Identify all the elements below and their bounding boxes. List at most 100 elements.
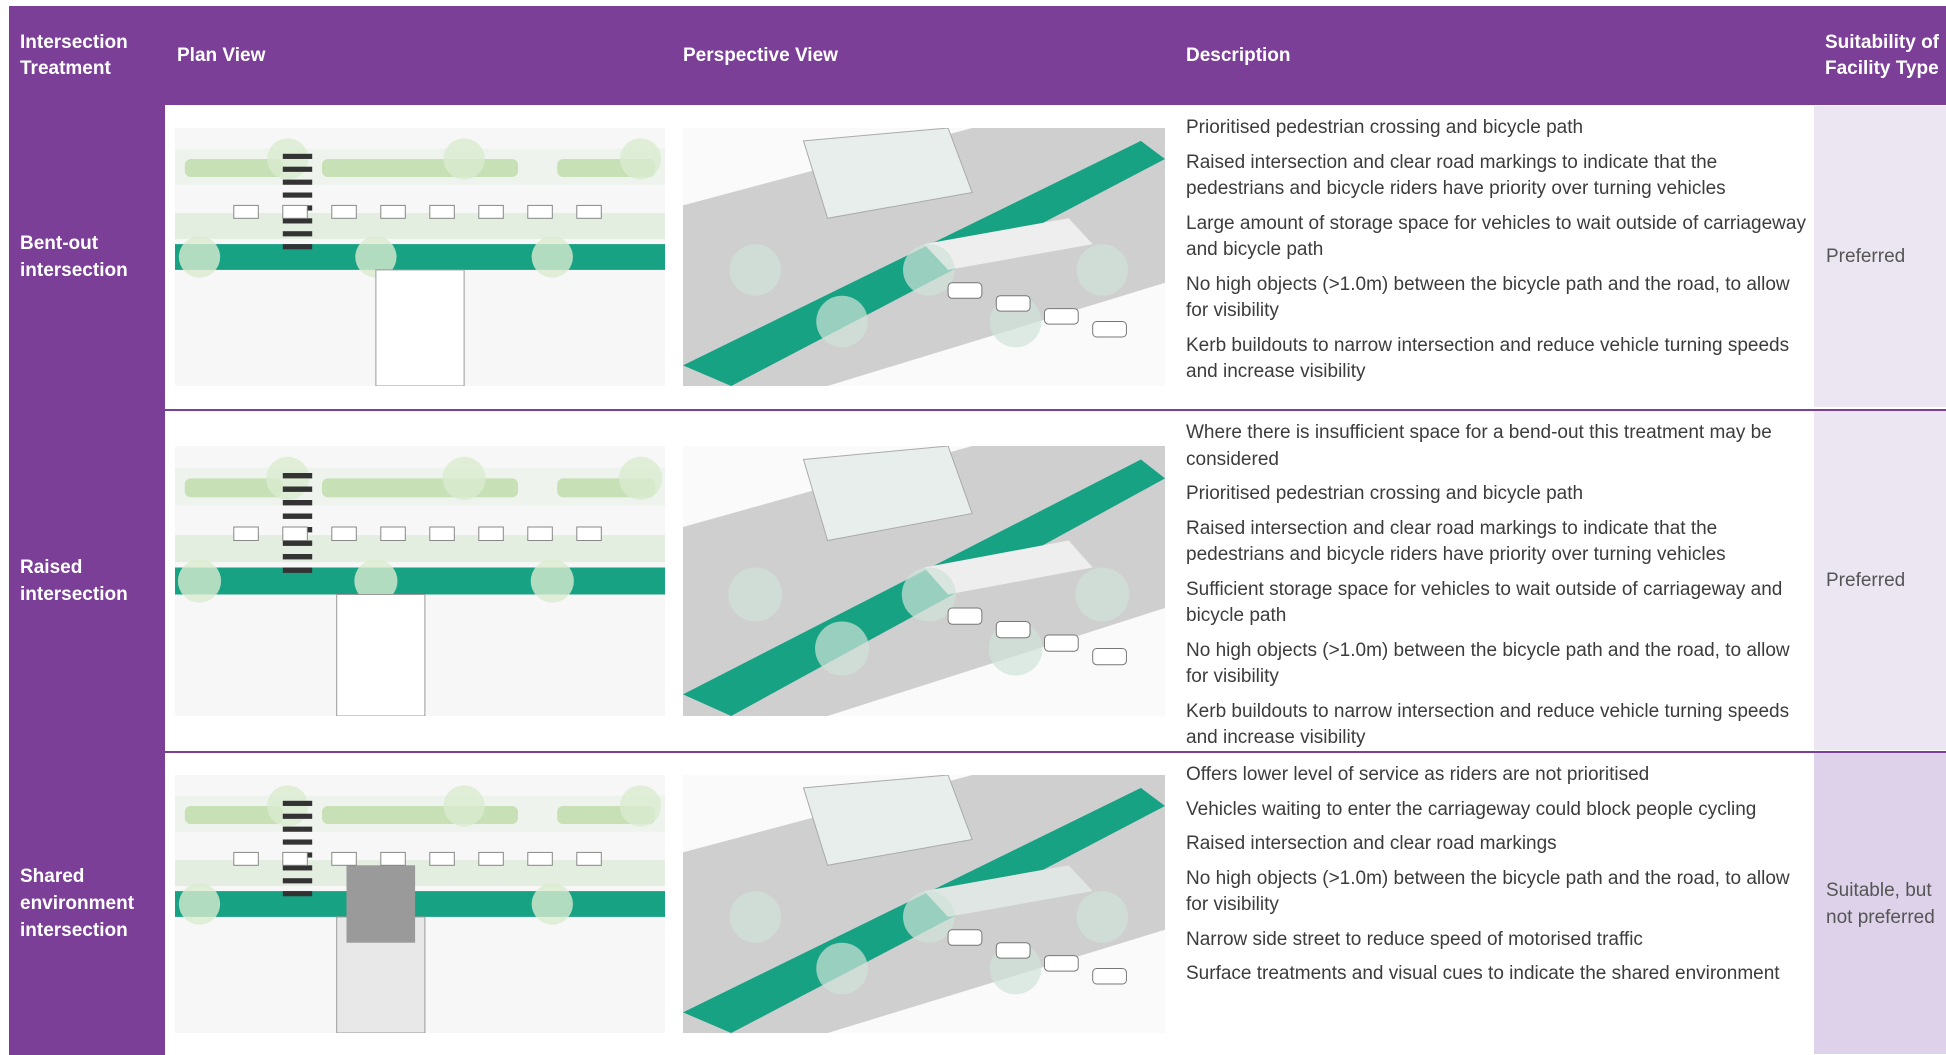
description-item: Large amount of storage space for vehicl… (1186, 212, 1806, 261)
shape (282, 472, 313, 478)
shape (947, 928, 983, 946)
shape (924, 217, 1093, 270)
treatment-cell: Raised intersection (20, 410, 160, 751)
description-item: Raised intersection and clear road marki… (1186, 517, 1726, 566)
shape (282, 166, 313, 172)
shape (1092, 967, 1127, 984)
shape (331, 204, 357, 219)
shape (375, 268, 465, 386)
column-header: Suitability of Facility Type (1825, 6, 1945, 105)
shape (282, 839, 313, 845)
shape (282, 192, 313, 198)
description-item: Vehicles waiting to enter the carriagewa… (1186, 798, 1757, 820)
shape (331, 526, 357, 541)
column-header: Perspective View (683, 6, 1083, 105)
treatment-cell: Bent-out intersection (20, 105, 160, 408)
shape (901, 567, 956, 621)
description-item: No high objects (>1.0m) between the bicy… (1186, 639, 1790, 688)
description-item: Kerb buildouts to narrow intersection an… (1186, 334, 1790, 383)
description-item: Kerb buildouts to narrow intersection an… (1186, 700, 1790, 749)
shape (322, 477, 518, 497)
shape (380, 204, 406, 219)
description-cell: Offers lower level of service as riders … (1186, 762, 1808, 996)
shape (380, 851, 406, 866)
shape (924, 864, 1093, 917)
shape (282, 499, 313, 505)
column-header: Intersection Treatment (20, 6, 160, 105)
shape (527, 526, 553, 541)
shape (282, 204, 308, 219)
shape (619, 784, 662, 827)
illustration (683, 445, 1165, 716)
shape (267, 137, 309, 180)
shape (1044, 307, 1079, 325)
column-header-text: Plan View (177, 44, 266, 66)
shape (282, 526, 308, 541)
suitability-cell: Preferred (1814, 106, 1946, 407)
shape (322, 805, 518, 824)
shape (576, 526, 602, 541)
column-header: Description (1186, 6, 1686, 105)
shape (478, 851, 504, 866)
shape (233, 526, 259, 541)
shape (282, 813, 313, 819)
shape (178, 235, 221, 278)
column-header-text: Suitability of Facility Type (1825, 31, 1939, 79)
shape (1044, 954, 1079, 972)
shape (282, 851, 308, 866)
shape (282, 513, 313, 519)
shape (282, 230, 313, 236)
suitability-cell: Preferred (1814, 411, 1946, 750)
treatment-column (9, 105, 165, 1055)
shape (530, 558, 574, 603)
shape (322, 158, 518, 177)
illustration (175, 127, 665, 386)
description-item: Offers lower level of service as riders … (1186, 764, 1650, 785)
shape (346, 864, 416, 943)
shape (282, 864, 313, 870)
description-item: Raised intersection and clear road marki… (1186, 833, 1557, 854)
shape (336, 593, 426, 716)
shape (282, 540, 313, 546)
shape (1075, 567, 1130, 621)
shape (816, 295, 868, 347)
shape (178, 882, 221, 925)
description-item: Narrow side street to reduce speed of mo… (1186, 928, 1643, 950)
shape (282, 553, 313, 559)
illustration (175, 445, 665, 716)
shape (1092, 647, 1127, 665)
shape (1076, 243, 1129, 296)
shape (729, 243, 782, 296)
shape (282, 179, 313, 185)
shape (527, 851, 553, 866)
shape (443, 784, 485, 827)
shape (478, 526, 504, 541)
description-item: No high objects (>1.0m) between the bicy… (1186, 867, 1790, 916)
shape (175, 567, 665, 594)
shape (816, 942, 868, 994)
shape (233, 204, 259, 219)
shape (576, 204, 602, 219)
column-header-text: Perspective View (683, 44, 838, 66)
shape (924, 540, 1093, 594)
shape (233, 851, 259, 866)
shape (282, 243, 313, 249)
shape (282, 800, 313, 806)
shape (619, 137, 662, 180)
shape (995, 941, 1031, 959)
treatment-cell: Shared environment intersection (20, 752, 160, 1055)
shape (729, 890, 782, 943)
shape (282, 153, 313, 159)
shape (947, 281, 983, 299)
shape (175, 890, 665, 917)
treatment-text: Raised intersection (20, 556, 128, 605)
shape (331, 851, 357, 866)
shape (903, 243, 955, 296)
column-header-text: Description (1186, 44, 1291, 66)
description-cell: Prioritised pedestrian crossing and bicy… (1186, 115, 1808, 394)
shape (531, 882, 573, 925)
shape (282, 890, 313, 896)
shape (184, 805, 283, 824)
shape (354, 558, 398, 603)
